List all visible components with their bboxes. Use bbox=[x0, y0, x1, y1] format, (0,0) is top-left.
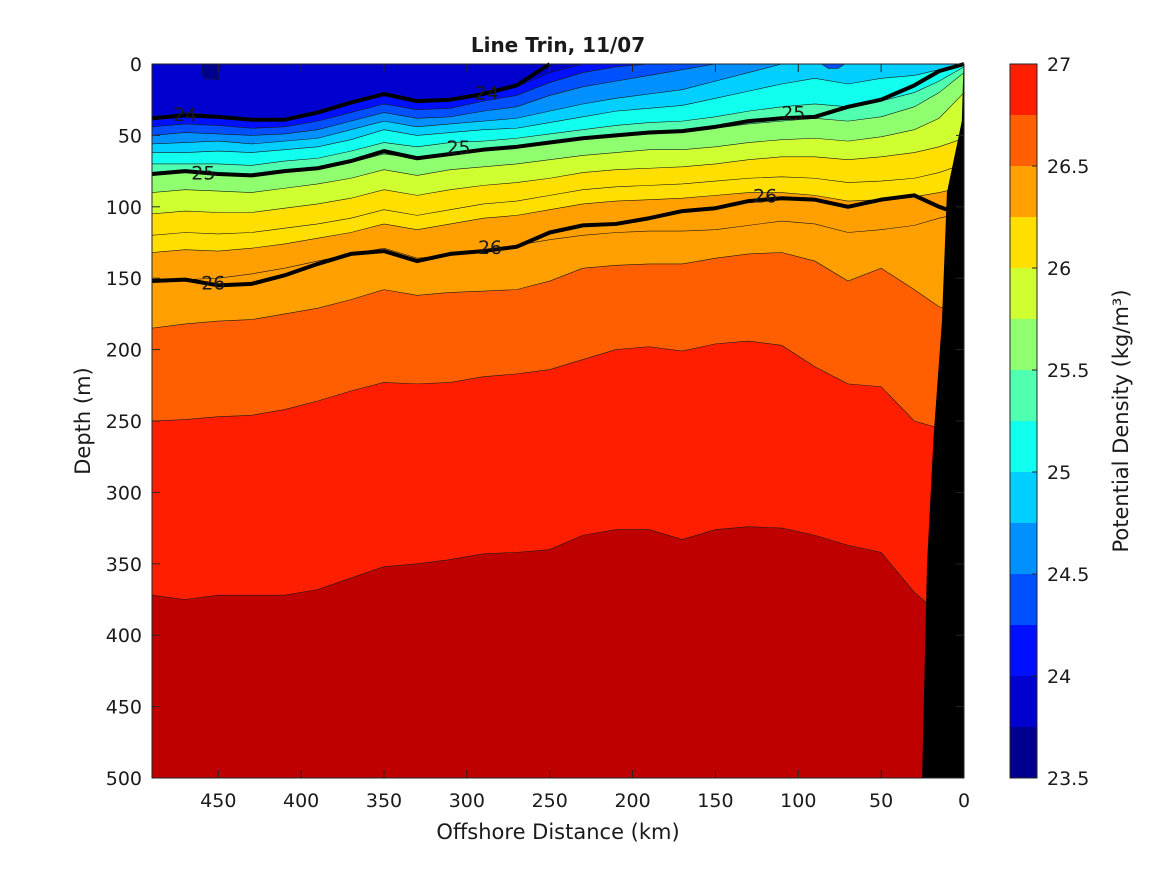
colorbar-segment bbox=[1010, 166, 1037, 217]
colorbar-segment bbox=[1010, 115, 1037, 166]
colorbar-segment bbox=[1010, 319, 1037, 370]
colorbar-segment bbox=[1010, 727, 1037, 778]
y-tick-label: 200 bbox=[106, 340, 142, 362]
contour-label: 24 bbox=[173, 104, 197, 126]
contour-label: 24 bbox=[475, 83, 499, 105]
x-tick-label: 200 bbox=[614, 790, 650, 812]
x-tick-label: 350 bbox=[366, 790, 402, 812]
chart-title: Line Trin, 11/07 bbox=[471, 33, 645, 57]
density-band bbox=[201, 63, 221, 81]
y-tick-label: 400 bbox=[106, 625, 142, 647]
colorbar-tick-label: 25.5 bbox=[1047, 360, 1089, 382]
contour-label: 26 bbox=[201, 272, 225, 294]
colorbar-tick-label: 26.5 bbox=[1047, 156, 1089, 178]
x-tick-label: 300 bbox=[449, 790, 485, 812]
contour-label: 26 bbox=[478, 237, 502, 259]
plot-area bbox=[151, 63, 965, 778]
isopycnal-26 bbox=[151, 193, 965, 288]
x-tick-label: 450 bbox=[200, 790, 236, 812]
x-tick-label: 400 bbox=[283, 790, 319, 812]
contour-label: 26 bbox=[753, 185, 777, 207]
contour-label: 25 bbox=[446, 137, 470, 159]
x-tick-label: 100 bbox=[780, 790, 816, 812]
colorbar-tick-label: 24 bbox=[1047, 666, 1071, 688]
colorbar-tick-label: 24.5 bbox=[1047, 564, 1089, 586]
y-tick-label: 450 bbox=[106, 697, 142, 719]
bold-isopycnal-lines bbox=[151, 62, 965, 288]
x-axis-ticks: 450 400 350 300 250 200 150 100 50 0 bbox=[200, 64, 970, 812]
colorbar-label: Potential Density (kg/m³) bbox=[1109, 289, 1133, 552]
y-tick-label: 250 bbox=[106, 411, 142, 433]
y-tick-label: 0 bbox=[130, 54, 142, 76]
colorbar-segment bbox=[1010, 64, 1037, 115]
contour-label: 25 bbox=[781, 103, 805, 125]
colorbar-segment bbox=[1010, 625, 1037, 676]
y-tick-label: 100 bbox=[106, 197, 142, 219]
colorbar-tick-label: 27 bbox=[1047, 54, 1071, 76]
colorbar-segment bbox=[1010, 523, 1037, 574]
colorbar-ticks: 27 26.5 26 25.5 25 24.5 24 23.5 bbox=[1032, 54, 1089, 790]
contour-labels: 24 24 25 25 25 26 26 26 bbox=[173, 83, 805, 295]
x-tick-label: 50 bbox=[869, 790, 893, 812]
x-tick-label: 0 bbox=[958, 790, 970, 812]
isopycnal-25 bbox=[151, 62, 965, 178]
colorbar bbox=[1009, 63, 1038, 779]
y-axis-label: Depth (m) bbox=[71, 367, 95, 474]
contour-label: 25 bbox=[191, 163, 215, 185]
y-axis-ticks: 0 50 100 150 200 250 300 350 400 450 500 bbox=[106, 54, 964, 790]
colorbar-tick-label: 23.5 bbox=[1047, 768, 1089, 790]
y-tick-label: 150 bbox=[106, 268, 142, 290]
y-tick-label: 350 bbox=[106, 554, 142, 576]
y-tick-label: 50 bbox=[118, 125, 142, 147]
colorbar-segment bbox=[1010, 676, 1037, 727]
colorbar-tick-label: 25 bbox=[1047, 462, 1071, 484]
y-tick-label: 500 bbox=[106, 768, 142, 790]
colorbar-segment bbox=[1010, 268, 1037, 319]
colorbar-segment bbox=[1010, 217, 1037, 268]
colorbar-segment bbox=[1010, 574, 1037, 625]
x-tick-label: 150 bbox=[697, 790, 733, 812]
colorbar-segment bbox=[1010, 421, 1037, 472]
x-tick-label: 250 bbox=[532, 790, 568, 812]
x-axis-label: Offshore Distance (km) bbox=[436, 820, 679, 844]
colorbar-border bbox=[1009, 63, 1038, 779]
colorbar-segment bbox=[1010, 370, 1037, 421]
colorbar-tick-label: 26 bbox=[1047, 258, 1071, 280]
isopycnal-24 bbox=[151, 62, 551, 122]
colorbar-segment bbox=[1010, 472, 1037, 523]
y-tick-label: 300 bbox=[106, 482, 142, 504]
